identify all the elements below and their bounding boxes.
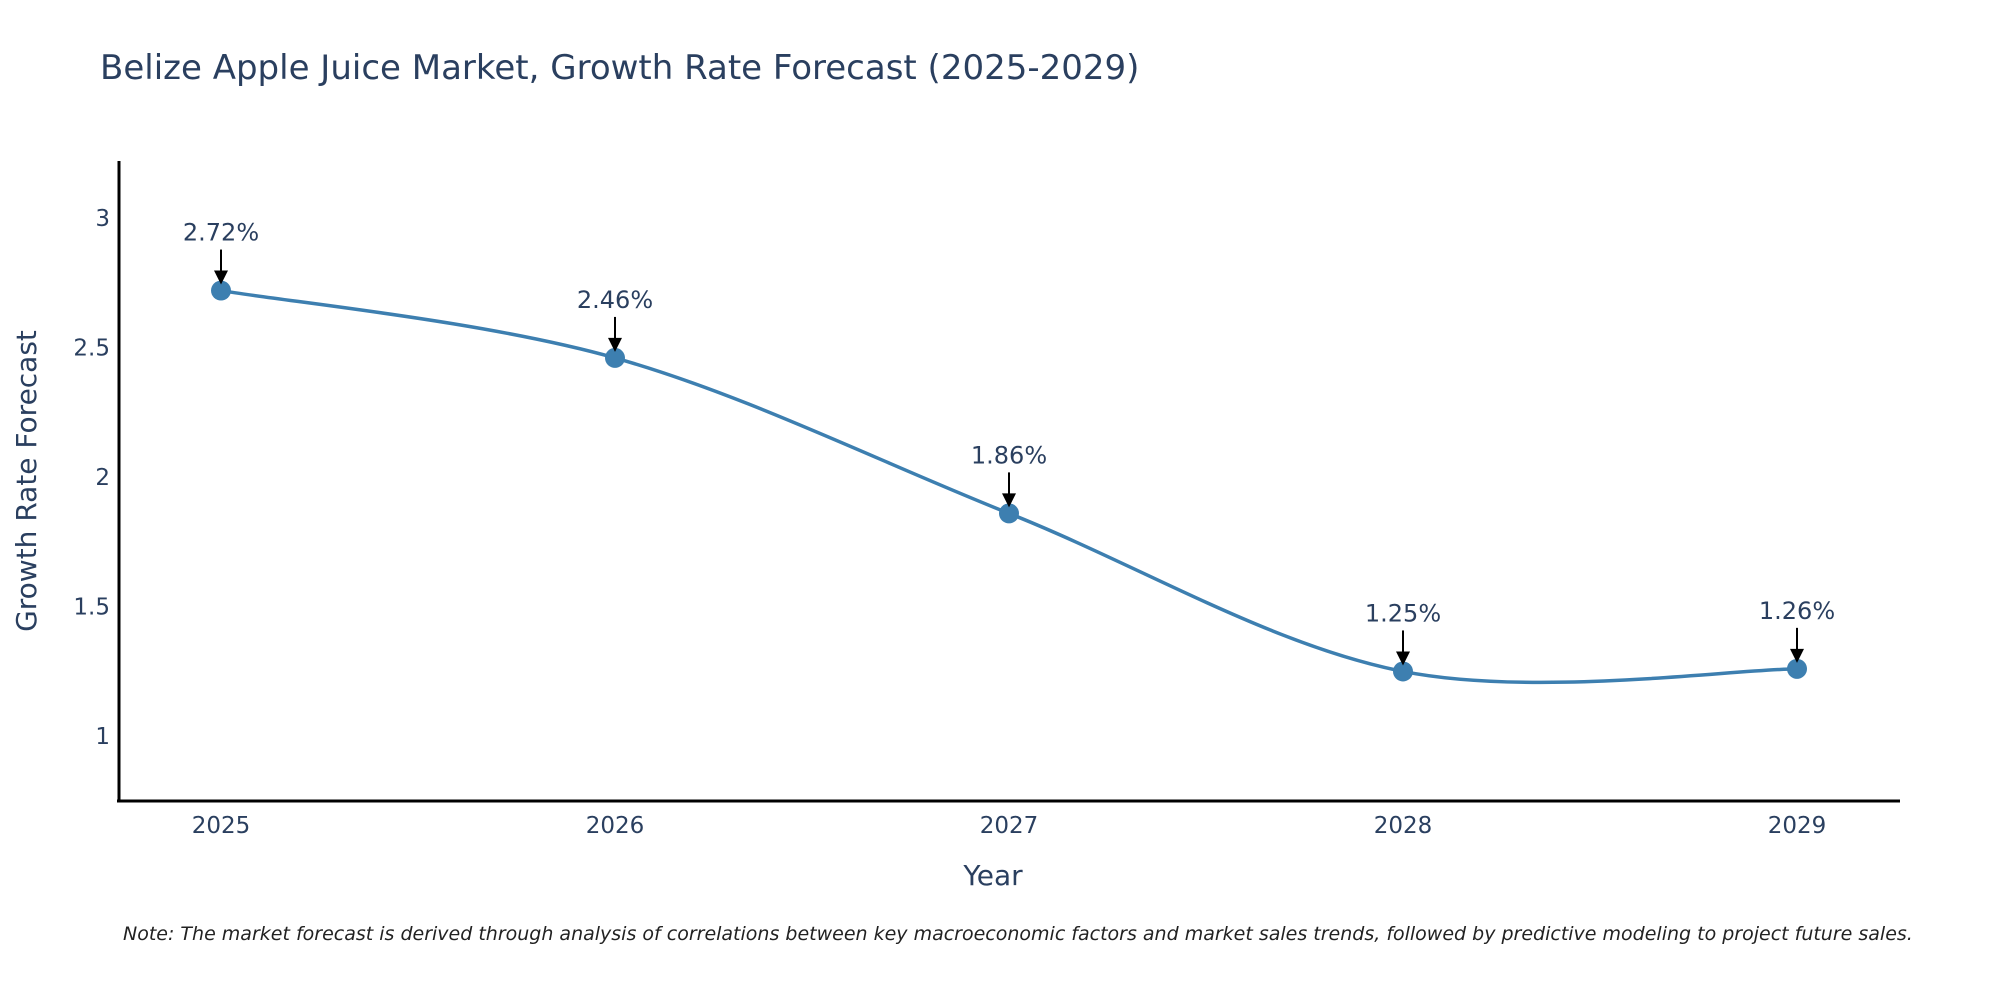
x-tick-label: 2026 (586, 813, 645, 839)
y-tick-label: 2.5 (73, 336, 110, 362)
data-label: 1.25% (1365, 599, 1441, 627)
annotation-arrowhead (608, 337, 622, 352)
annotation-arrowhead (1002, 493, 1016, 508)
footnote: Note: The market forecast is derived thr… (123, 923, 1913, 945)
x-tick-label: 2027 (980, 813, 1039, 839)
data-point (605, 347, 625, 368)
data-label: 1.26% (1759, 597, 1835, 625)
annotation-arrowhead (1396, 651, 1410, 666)
data-label: 2.46% (577, 286, 653, 314)
x-tick-label: 2028 (1374, 813, 1433, 839)
y-tick-label: 2 (95, 465, 110, 491)
y-tick-label: 3 (95, 206, 110, 232)
x-tick-label: 2025 (192, 813, 251, 839)
annotation-arrowhead (214, 270, 228, 285)
x-tick-label: 2029 (1768, 813, 1827, 839)
data-label: 2.72% (183, 219, 259, 247)
data-point (1393, 661, 1413, 682)
data-point (999, 503, 1019, 524)
annotation-arrowhead (1790, 648, 1804, 663)
data-label: 1.86% (971, 441, 1047, 469)
data-point (1787, 658, 1807, 679)
y-axis-title: Growth Rate Forecast (10, 330, 43, 632)
y-tick-label: 1.5 (73, 595, 110, 621)
data-point (211, 280, 231, 301)
chart-title: Belize Apple Juice Market, Growth Rate F… (100, 48, 1139, 88)
plot-area: 1 1.5 2 2.5 3 2025 2026 2027 2028 2029 2.72% 2.46% 1… (73, 206, 1835, 839)
x-axis-title: Year (962, 859, 1023, 892)
y-tick-label: 1 (95, 724, 110, 750)
